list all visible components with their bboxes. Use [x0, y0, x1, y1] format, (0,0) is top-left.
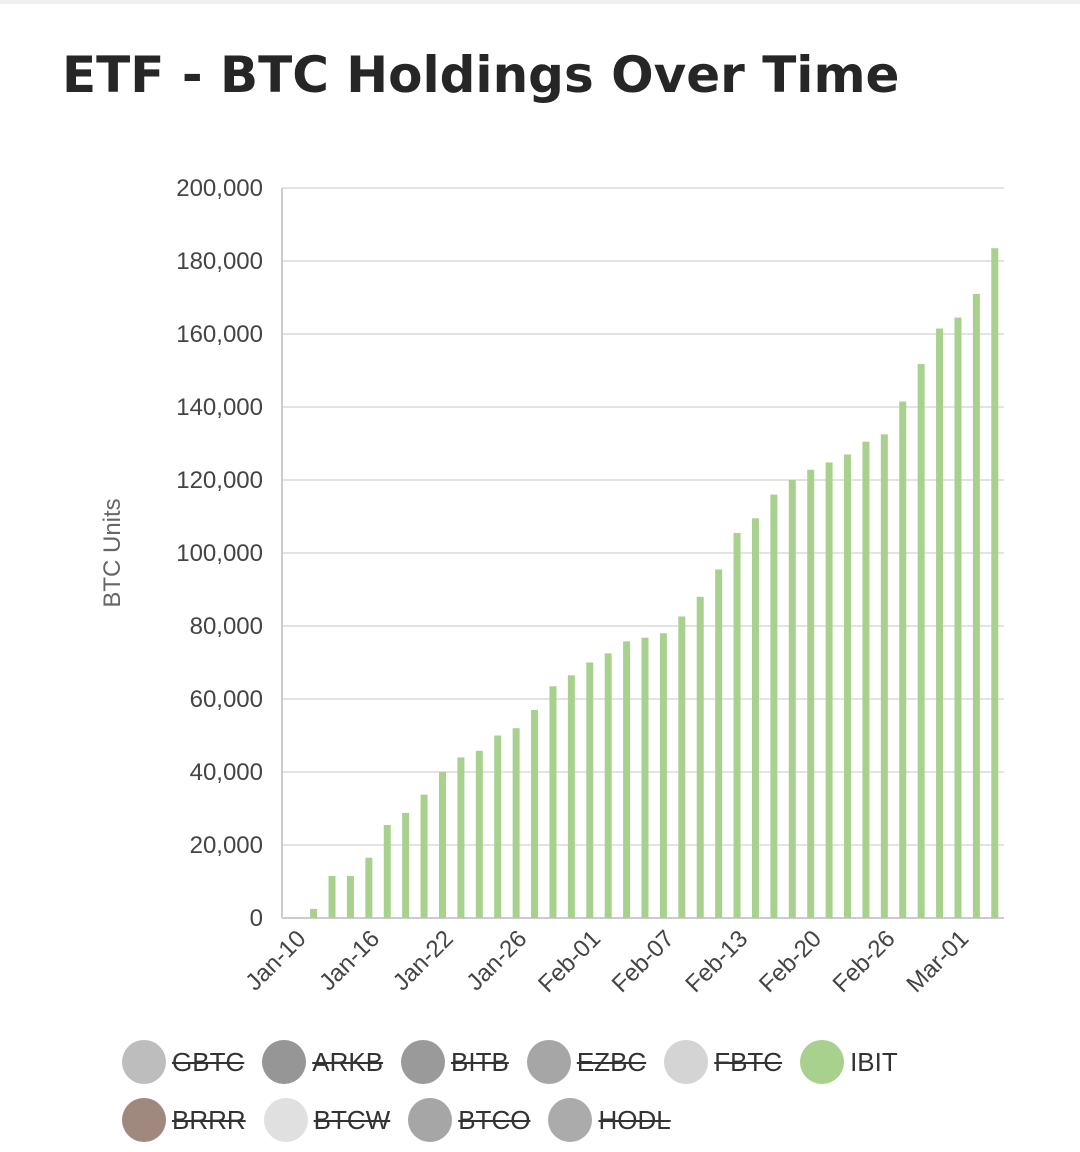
y-tick-label: 80,000 [190, 613, 263, 640]
bar-chart: 0 20,000 40,000 60,000 80,000 100,000 120,000 1… [99, 175, 1004, 998]
bar[interactable] [567, 675, 575, 918]
bar[interactable] [549, 686, 557, 918]
y-tick-label: 0 [250, 905, 263, 932]
bar[interactable] [623, 641, 631, 918]
legend-swatch [263, 1098, 308, 1142]
bar[interactable] [641, 637, 649, 918]
legend-swatch [122, 1040, 166, 1084]
legend-item-hodl[interactable]: HODL [548, 1098, 671, 1142]
y-tick-label: 160,000 [176, 321, 263, 348]
bar[interactable] [457, 757, 465, 918]
legend-swatch [262, 1040, 307, 1084]
bar-series [310, 248, 999, 919]
bar[interactable] [659, 633, 667, 918]
x-axis-ticks: Jan-10 Jan-16 Jan-22 Jan-26 Feb-01 Feb-07 Feb-… [240, 925, 974, 998]
y-tick-label: 120,000 [176, 467, 263, 494]
legend-swatch [548, 1098, 593, 1142]
legend-item-btco[interactable]: BTCO [408, 1098, 530, 1142]
legend-swatch [526, 1040, 571, 1084]
bar[interactable] [788, 480, 796, 918]
legend-label: GBTC [172, 1046, 245, 1077]
legend-swatch [664, 1040, 709, 1084]
legend-row: BRRR BTCW BTCO HODL [122, 1094, 1022, 1146]
legend-label: HODL [598, 1104, 671, 1135]
bar[interactable] [475, 750, 483, 918]
y-axis-label: BTC Units [99, 498, 126, 607]
bar[interactable] [678, 616, 686, 918]
legend-item-fbtc[interactable]: FBTC [664, 1040, 782, 1084]
chart-title: ETF - BTC Holdings Over Time [62, 46, 900, 104]
legend-swatch [408, 1098, 453, 1142]
legend-label: BTCW [313, 1104, 391, 1135]
bar[interactable] [586, 662, 594, 919]
x-tick-label: Feb-01 [533, 925, 606, 998]
x-tick-label: Jan-22 [388, 925, 459, 996]
bar[interactable] [807, 469, 815, 918]
bar[interactable] [604, 653, 612, 918]
bar[interactable] [383, 824, 391, 918]
y-tick-label: 180,000 [176, 248, 263, 275]
x-tick-label: Jan-16 [314, 925, 385, 996]
legend-item-bitb[interactable]: BITB [401, 1040, 509, 1084]
legend-item-brrr[interactable]: BRRR [122, 1098, 246, 1142]
legend-label: ARKB [312, 1046, 384, 1077]
y-tick-label: 40,000 [190, 759, 263, 786]
x-tick-label: Feb-07 [607, 925, 680, 998]
x-tick-label: Feb-13 [680, 925, 753, 998]
legend-label: FBTC [714, 1046, 783, 1077]
bar[interactable] [899, 401, 907, 918]
legend-item-gbtc[interactable]: GBTC [122, 1040, 244, 1084]
legend-label: IBIT [850, 1046, 898, 1077]
legend-row: GBTC ARKB BITB EZBC FBTC IBIT [122, 1036, 1022, 1088]
legend: GBTC ARKB BITB EZBC FBTC IBIT BRRR BTCW BTCO HODL [122, 1036, 1022, 1152]
legend-label: BTCO [458, 1104, 531, 1135]
legend-item-ezbc[interactable]: EZBC [526, 1040, 647, 1084]
bar[interactable] [991, 248, 999, 919]
x-tick-label: Jan-10 [240, 925, 311, 996]
bar[interactable] [696, 596, 704, 918]
y-tick-label: 140,000 [176, 394, 263, 421]
bar[interactable] [402, 812, 410, 918]
bar[interactable] [733, 532, 741, 918]
x-tick-label: Jan-26 [461, 925, 532, 996]
y-axis-ticks: 0 20,000 40,000 60,000 80,000 100,000 120,000 1… [176, 175, 263, 932]
legend-swatch [122, 1098, 166, 1142]
bar[interactable] [862, 441, 870, 918]
bar[interactable] [972, 293, 980, 919]
bar[interactable] [310, 908, 318, 918]
legend-item-ibit[interactable]: IBIT [800, 1040, 898, 1084]
legend-item-btcw[interactable]: BTCW [263, 1098, 391, 1142]
bar[interactable] [751, 518, 759, 918]
bar[interactable] [936, 328, 944, 918]
bar[interactable] [328, 876, 336, 918]
bar[interactable] [512, 728, 520, 918]
bar[interactable] [365, 857, 373, 918]
legend-label: BITB [451, 1046, 509, 1077]
bar[interactable] [825, 462, 833, 918]
bar[interactable] [438, 772, 446, 918]
legend-swatch [800, 1040, 845, 1084]
y-tick-label: 20,000 [190, 832, 263, 859]
legend-label: EZBC [576, 1046, 647, 1077]
top-divider [0, 0, 1080, 4]
bar[interactable] [954, 317, 962, 918]
legend-swatch [401, 1040, 446, 1084]
legend-item-arkb[interactable]: ARKB [262, 1040, 383, 1084]
x-tick-label: Feb-26 [828, 925, 901, 998]
bar[interactable] [715, 569, 723, 918]
x-tick-label: Mar-01 [901, 925, 974, 998]
bar[interactable] [420, 794, 428, 918]
bar[interactable] [917, 363, 925, 918]
bar[interactable] [346, 876, 354, 918]
bar[interactable] [880, 434, 888, 918]
y-tick-label: 60,000 [190, 686, 263, 713]
bar[interactable] [770, 494, 778, 918]
x-tick-label: Feb-20 [754, 925, 827, 998]
legend-label: BRRR [172, 1104, 246, 1135]
y-tick-label: 100,000 [176, 540, 263, 567]
bar[interactable] [844, 454, 852, 918]
bar[interactable] [494, 735, 502, 919]
y-tick-label: 200,000 [176, 175, 263, 202]
bar[interactable] [531, 709, 539, 918]
